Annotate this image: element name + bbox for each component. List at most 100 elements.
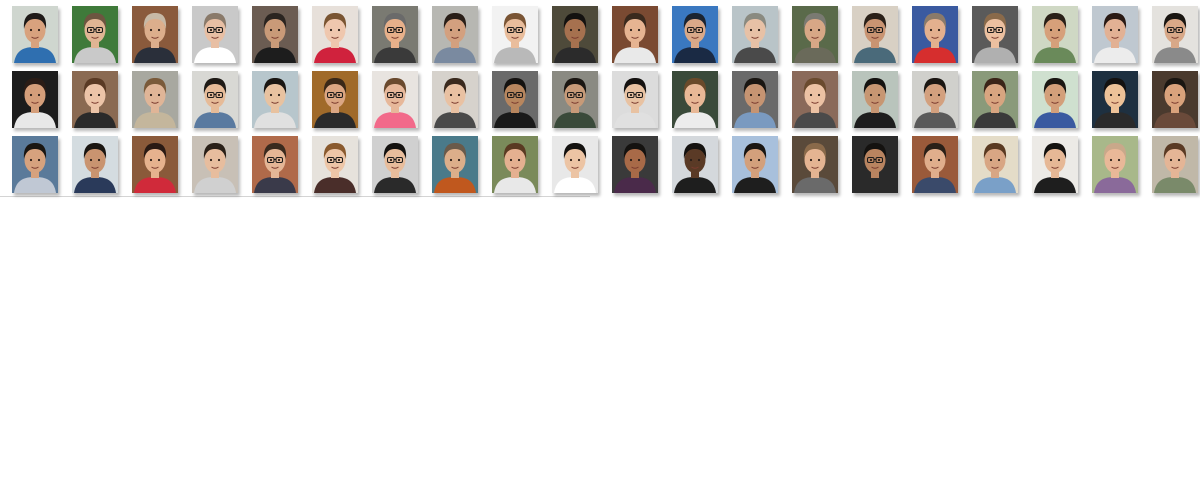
profile-photo[interactable]	[492, 136, 538, 193]
portrait-image	[1152, 136, 1198, 193]
portrait-image	[1152, 6, 1198, 63]
profile-photo[interactable]	[372, 71, 418, 128]
profile-photo[interactable]	[852, 6, 898, 63]
portrait-image	[1032, 6, 1078, 63]
portrait-image	[252, 136, 298, 193]
profile-photo[interactable]	[1152, 6, 1198, 63]
portrait-image	[792, 136, 838, 193]
profile-photo[interactable]	[252, 71, 298, 128]
profile-photo[interactable]	[192, 6, 238, 63]
portrait-image	[792, 71, 838, 128]
portrait-image	[432, 6, 478, 63]
profile-photo[interactable]	[732, 6, 778, 63]
portrait-image	[132, 6, 178, 63]
profile-photo[interactable]	[372, 6, 418, 63]
profile-photo[interactable]	[732, 71, 778, 128]
portrait-image	[132, 136, 178, 193]
portrait-image	[672, 6, 718, 63]
profile-photo[interactable]	[372, 136, 418, 193]
profile-photo[interactable]	[1092, 136, 1138, 193]
profile-photo[interactable]	[792, 136, 838, 193]
profile-photo[interactable]	[432, 6, 478, 63]
photo-grid	[0, 0, 1200, 200]
profile-photo[interactable]	[732, 136, 778, 193]
profile-photo[interactable]	[192, 71, 238, 128]
profile-photo[interactable]	[132, 6, 178, 63]
profile-photo[interactable]	[612, 136, 658, 193]
profile-photo[interactable]	[852, 136, 898, 193]
portrait-image	[732, 6, 778, 63]
portrait-image	[732, 71, 778, 128]
portrait-image	[672, 136, 718, 193]
portrait-image	[72, 6, 118, 63]
profile-photo[interactable]	[552, 6, 598, 63]
portrait-image	[252, 71, 298, 128]
portrait-image	[612, 71, 658, 128]
profile-photo[interactable]	[852, 71, 898, 128]
portrait-image	[552, 6, 598, 63]
profile-photo[interactable]	[972, 136, 1018, 193]
portrait-image	[792, 6, 838, 63]
profile-photo[interactable]	[1032, 71, 1078, 128]
profile-photo[interactable]	[1032, 136, 1078, 193]
profile-photo[interactable]	[972, 71, 1018, 128]
portrait-image	[12, 6, 58, 63]
profile-photo[interactable]	[252, 136, 298, 193]
profile-photo[interactable]	[432, 136, 478, 193]
profile-photo[interactable]	[552, 136, 598, 193]
profile-photo[interactable]	[492, 71, 538, 128]
profile-photo[interactable]	[72, 6, 118, 63]
profile-photo[interactable]	[12, 71, 58, 128]
profile-photo[interactable]	[792, 71, 838, 128]
profile-photo[interactable]	[72, 136, 118, 193]
portrait-image	[372, 6, 418, 63]
profile-photo[interactable]	[792, 6, 838, 63]
profile-photo[interactable]	[672, 6, 718, 63]
portrait-image	[492, 71, 538, 128]
profile-photo[interactable]	[12, 6, 58, 63]
profile-photo[interactable]	[672, 136, 718, 193]
portrait-image	[492, 6, 538, 63]
profile-photo[interactable]	[1152, 71, 1198, 128]
grid-divider	[0, 196, 590, 197]
portrait-image	[492, 136, 538, 193]
portrait-image	[972, 71, 1018, 128]
profile-photo[interactable]	[1032, 6, 1078, 63]
profile-photo[interactable]	[312, 136, 358, 193]
profile-photo[interactable]	[552, 71, 598, 128]
profile-photo[interactable]	[612, 71, 658, 128]
portrait-image	[912, 71, 958, 128]
portrait-image	[1152, 71, 1198, 128]
profile-photo[interactable]	[192, 136, 238, 193]
portrait-image	[1032, 71, 1078, 128]
profile-photo[interactable]	[672, 71, 718, 128]
profile-photo[interactable]	[432, 71, 478, 128]
profile-photo[interactable]	[1092, 71, 1138, 128]
profile-photo[interactable]	[912, 6, 958, 63]
profile-photo[interactable]	[12, 136, 58, 193]
profile-photo[interactable]	[312, 6, 358, 63]
profile-photo[interactable]	[912, 136, 958, 193]
profile-photo[interactable]	[72, 71, 118, 128]
profile-photo[interactable]	[972, 6, 1018, 63]
profile-photo[interactable]	[492, 6, 538, 63]
portrait-image	[852, 71, 898, 128]
profile-photo[interactable]	[132, 71, 178, 128]
portrait-image	[972, 6, 1018, 63]
portrait-image	[252, 6, 298, 63]
portrait-image	[72, 71, 118, 128]
portrait-image	[1032, 136, 1078, 193]
portrait-image	[312, 71, 358, 128]
profile-photo[interactable]	[1152, 136, 1198, 193]
profile-photo[interactable]	[252, 6, 298, 63]
profile-photo[interactable]	[312, 71, 358, 128]
portrait-image	[12, 71, 58, 128]
portrait-image	[1092, 136, 1138, 193]
profile-photo[interactable]	[132, 136, 178, 193]
profile-photo[interactable]	[612, 6, 658, 63]
profile-photo[interactable]	[1092, 6, 1138, 63]
profile-photo[interactable]	[912, 71, 958, 128]
portrait-image	[672, 71, 718, 128]
portrait-image	[192, 6, 238, 63]
